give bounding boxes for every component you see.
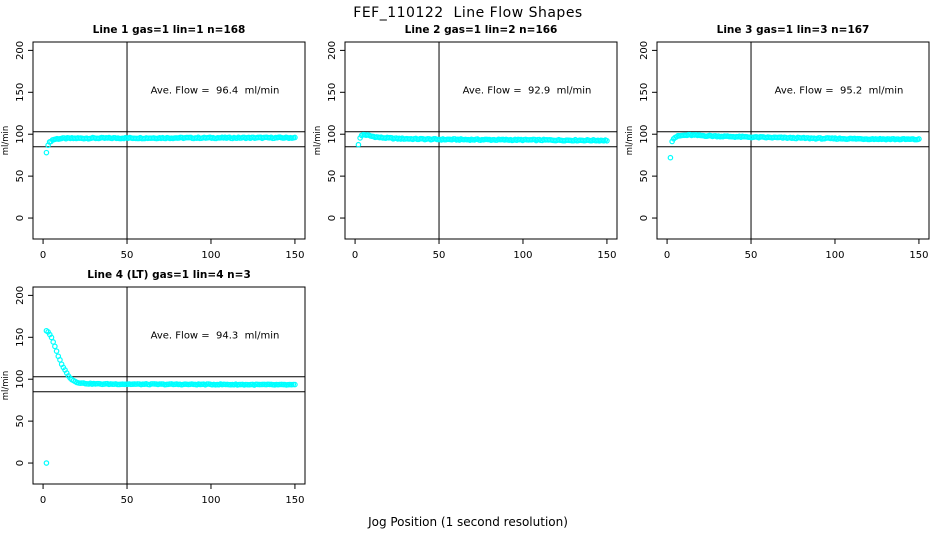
subplot-line-4-canvas: 0 50 100 150 0 50 100 150 200 ml/min xyxy=(1,286,306,506)
y-tick-label: 100 xyxy=(327,125,338,144)
y-axis-unit-label: ml/min xyxy=(625,126,635,156)
x-tick-label: 0 xyxy=(40,495,46,506)
x-tick-label: 50 xyxy=(433,250,446,261)
y-tick-label: 150 xyxy=(15,328,26,347)
x-tick-label: 100 xyxy=(201,495,220,506)
y-tick-label: 0 xyxy=(15,460,26,466)
subplot-title: Line 3 gas=1 lin=3 n=167 xyxy=(716,24,870,36)
figure-title: FEF_110122 Line Flow Shapes xyxy=(353,5,583,21)
y-tick-label: 100 xyxy=(15,370,26,389)
x-tick-label: 150 xyxy=(285,495,304,506)
x-tick-label: 50 xyxy=(745,250,758,261)
subplot-line-2: 0 50 100 150 0 50 100 150 200 ml/min Line 2 gas=1… xyxy=(312,20,624,265)
y-tick-label: 0 xyxy=(639,215,650,221)
y-tick-label: 150 xyxy=(327,83,338,102)
subplot-line-1: 0 50 100 150 0 50 100 150 200 ml/min Line 1 gas=1… xyxy=(0,20,312,265)
subplot-line-1-canvas: 0 50 100 150 0 50 100 150 200 ml/min xyxy=(1,41,306,261)
y-tick-label: 50 xyxy=(639,170,650,183)
y-tick-label: 50 xyxy=(15,170,26,183)
x-tick-label: 150 xyxy=(909,250,928,261)
x-axis-label: Jog Position (1 second resolution) xyxy=(368,515,568,529)
y-tick-label: 200 xyxy=(15,286,26,305)
subplot-line-3: 0 50 100 150 0 50 100 150 200 ml/min Line 3 gas=1… xyxy=(624,20,936,265)
outlier-point xyxy=(43,460,50,466)
y-tick-label: 200 xyxy=(639,41,650,60)
scatter-points xyxy=(667,131,922,161)
plot-box xyxy=(656,41,930,240)
scatter-points xyxy=(43,134,298,156)
y-tick-label: 100 xyxy=(15,125,26,144)
subplot-title: Line 4 (LT) gas=1 lin=4 n=3 xyxy=(87,269,251,281)
x-tick-label: 0 xyxy=(664,250,670,261)
x-tick-label: 0 xyxy=(40,250,46,261)
outlier-point xyxy=(43,149,50,156)
outlier-point xyxy=(667,154,674,161)
plot-box xyxy=(32,41,306,240)
y-tick-label: 0 xyxy=(15,215,26,221)
y-tick-label: 50 xyxy=(15,415,26,428)
plot-box xyxy=(32,286,306,485)
subplot-line-4: 0 50 100 150 0 50 100 150 200 ml/min Line 4 (LT) … xyxy=(0,265,312,510)
y-tick-label: 200 xyxy=(15,41,26,60)
y-axis-unit-label: ml/min xyxy=(313,126,323,156)
outlier-point xyxy=(355,141,362,148)
x-tick-label: 100 xyxy=(201,250,220,261)
x-tick-label: 100 xyxy=(513,250,532,261)
ave-flow-annotation: Ave. Flow = 95.2 ml/min xyxy=(774,85,904,97)
x-tick-label: 50 xyxy=(121,495,134,506)
y-tick-label: 150 xyxy=(639,83,650,102)
subplot-title: Line 2 gas=1 lin=2 n=166 xyxy=(404,24,558,36)
x-tick-label: 100 xyxy=(825,250,844,261)
y-tick-label: 0 xyxy=(327,215,338,221)
y-axis-unit-label: ml/min xyxy=(1,371,11,401)
ave-flow-annotation: Ave. Flow = 96.4 ml/min xyxy=(150,85,280,97)
y-tick-label: 50 xyxy=(327,170,338,183)
y-tick-label: 150 xyxy=(15,83,26,102)
scatter-points xyxy=(43,327,298,466)
x-tick-label: 150 xyxy=(597,250,616,261)
subplot-line-2-canvas: 0 50 100 150 0 50 100 150 200 ml/min xyxy=(313,41,618,261)
x-tick-label: 50 xyxy=(121,250,134,261)
y-axis-unit-label: ml/min xyxy=(1,126,11,156)
subplot-line-3-canvas: 0 50 100 150 0 50 100 150 200 ml/min xyxy=(625,41,930,261)
subplot-title: Line 1 gas=1 lin=1 n=168 xyxy=(92,24,246,36)
x-tick-label: 150 xyxy=(285,250,304,261)
plot-box xyxy=(344,41,618,240)
y-tick-label: 100 xyxy=(639,125,650,144)
y-tick-label: 200 xyxy=(327,41,338,60)
ave-flow-annotation: Ave. Flow = 94.3 ml/min xyxy=(150,330,280,342)
x-tick-label: 0 xyxy=(352,250,358,261)
scatter-points xyxy=(355,131,610,148)
ave-flow-annotation: Ave. Flow = 92.9 ml/min xyxy=(462,85,592,97)
